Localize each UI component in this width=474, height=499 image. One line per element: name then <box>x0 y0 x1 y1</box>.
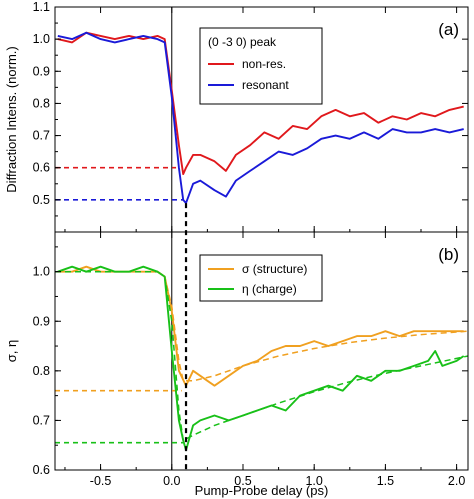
x-tick-label: -0.5 <box>90 474 112 488</box>
panel-b: 0.6 0.7 0.8 0.9 1.0 (b) σ, η -0.5 0.0 0.5 1.0 1.5 2.… <box>4 203 469 498</box>
y-tick-label: 0.5 <box>33 193 50 207</box>
series-line-3 <box>55 270 469 442</box>
legend-entry: non-res. <box>242 57 286 71</box>
series-line-1 <box>57 31 464 205</box>
legend-box <box>199 27 323 105</box>
y-tick-label: 0.9 <box>33 314 50 328</box>
x-tick-label: 0.5 <box>234 474 251 488</box>
panel-b-marks <box>55 232 469 470</box>
panel-label: (b) <box>438 245 459 264</box>
plot-frame <box>54 231 469 471</box>
legend-entry: resonant <box>242 78 289 92</box>
x-axis-label: Pump-Probe delay (ps) <box>195 483 329 498</box>
legend-entry: σ (structure) <box>242 262 307 276</box>
y-tick-label: 0.7 <box>33 129 50 143</box>
panel-a: 0.5 0.6 0.7 0.8 0.9 1.0 1.1 (a) Diffraction Inte… <box>4 0 469 233</box>
legend-title: (0 -3 0) peak <box>208 35 277 49</box>
x-tick-label: 1.5 <box>377 474 394 488</box>
y-tick-label: 1.0 <box>33 265 50 279</box>
y-tick-label: 0.8 <box>33 96 50 110</box>
x-tick-label: 2.0 <box>448 474 465 488</box>
y-tick-label: 0.9 <box>33 64 50 78</box>
panel-a-axes: 0.5 0.6 0.7 0.8 0.9 1.0 1.1 (a) Diffraction Inte… <box>4 0 469 233</box>
y-tick-label: 0.6 <box>33 463 50 477</box>
y-axis-label: Diffraction Intens. (norm.) <box>4 46 19 192</box>
panel-a-marks <box>55 7 464 232</box>
legend-entry: η (charge) <box>242 282 297 296</box>
y-tick-label: 0.8 <box>33 364 50 378</box>
series-line-2 <box>55 270 469 382</box>
x-tick-label: 1.0 <box>305 474 322 488</box>
panel-b-axes: 0.6 0.7 0.8 0.9 1.0 (b) σ, η -0.5 0.0 0.5 1.0 1.5 2.… <box>4 203 469 498</box>
legend-box <box>199 254 323 302</box>
y-tick-label: 0.6 <box>33 161 50 175</box>
y-tick-label: 1.1 <box>33 0 50 14</box>
y-tick-label: 1.0 <box>33 32 50 46</box>
panel-label: (a) <box>438 20 459 39</box>
y-tick-label: 0.7 <box>33 413 50 427</box>
x-tick-label: 0.0 <box>163 474 180 488</box>
y-axis-label: σ, η <box>4 340 19 362</box>
